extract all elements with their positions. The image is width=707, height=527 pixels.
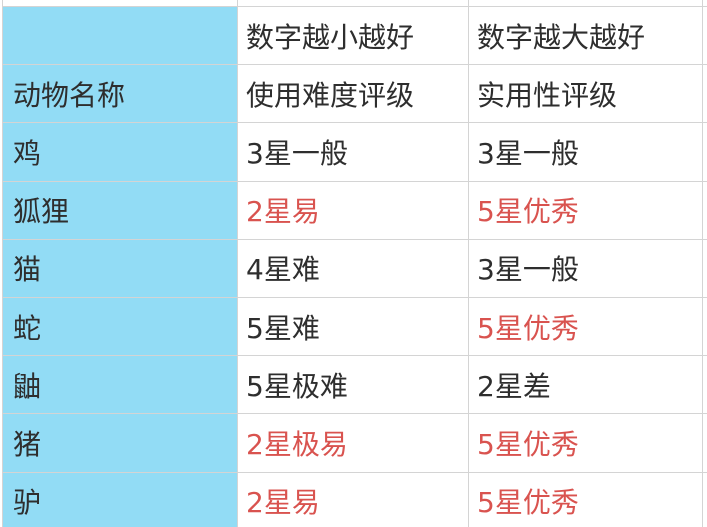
- legend-bigger-better-cell[interactable]: 数字越大越好: [468, 5, 703, 66]
- table-row: 猪 2星极易 5星优秀: [2, 413, 707, 473]
- cut-off-cell: [702, 5, 707, 66]
- column-header-difficulty[interactable]: 使用难度评级: [237, 64, 469, 124]
- table-row: 驴 2星易 5星优秀: [2, 471, 707, 527]
- difficulty-cell[interactable]: 2星易: [237, 180, 469, 240]
- cut-off-cell: [702, 296, 707, 357]
- difficulty-cell[interactable]: 2星极易: [237, 413, 469, 473]
- cut-off-cell: [702, 238, 707, 298]
- cut-off-cell: [702, 471, 707, 527]
- legend-row: 数字越小越好 数字越大越好: [2, 5, 707, 66]
- cut-off-cell: [702, 180, 707, 240]
- utility-cell[interactable]: 3星一般: [468, 238, 703, 298]
- column-header-animal-name[interactable]: 动物名称: [2, 64, 238, 124]
- cut-off-cell: [702, 413, 707, 473]
- table-row: 狐狸 2星易 5星优秀: [2, 180, 707, 240]
- table-row: 鸡 3星一般 3星一般: [2, 122, 707, 182]
- table-row: 猫 4星难 3星一般: [2, 238, 707, 298]
- animal-name-cell[interactable]: 狐狸: [2, 180, 238, 240]
- header-row: 动物名称 使用难度评级 实用性评级: [2, 64, 707, 124]
- legend-blank-cell[interactable]: [2, 5, 238, 66]
- utility-cell[interactable]: 5星优秀: [468, 413, 703, 473]
- utility-cell[interactable]: 3星一般: [468, 122, 703, 182]
- table-row: 鼬 5星极难 2星差: [2, 355, 707, 415]
- utility-cell[interactable]: 2星差: [468, 355, 703, 415]
- utility-cell[interactable]: 5星优秀: [468, 296, 703, 357]
- table-row: 蛇 5星难 5星优秀: [2, 296, 707, 357]
- legend-smaller-better-cell[interactable]: 数字越小越好: [237, 5, 469, 66]
- cut-off-cell: [702, 355, 707, 415]
- animal-name-cell[interactable]: 蛇: [2, 296, 238, 357]
- difficulty-cell[interactable]: 5星难: [237, 296, 469, 357]
- difficulty-cell[interactable]: 4星难: [237, 238, 469, 298]
- animal-name-cell[interactable]: 鼬: [2, 355, 238, 415]
- utility-cell[interactable]: 5星优秀: [468, 180, 703, 240]
- difficulty-cell[interactable]: 2星易: [237, 471, 469, 527]
- cut-off-cell: [702, 64, 707, 124]
- animal-name-cell[interactable]: 猪: [2, 413, 238, 473]
- difficulty-cell[interactable]: 5星极难: [237, 355, 469, 415]
- difficulty-cell[interactable]: 3星一般: [237, 122, 469, 182]
- utility-cell[interactable]: 5星优秀: [468, 471, 703, 527]
- animal-name-cell[interactable]: 鸡: [2, 122, 238, 182]
- column-header-utility[interactable]: 实用性评级: [468, 64, 703, 124]
- animal-name-cell[interactable]: 驴: [2, 471, 238, 527]
- animal-name-cell[interactable]: 猫: [2, 238, 238, 298]
- cut-off-cell: [702, 122, 707, 182]
